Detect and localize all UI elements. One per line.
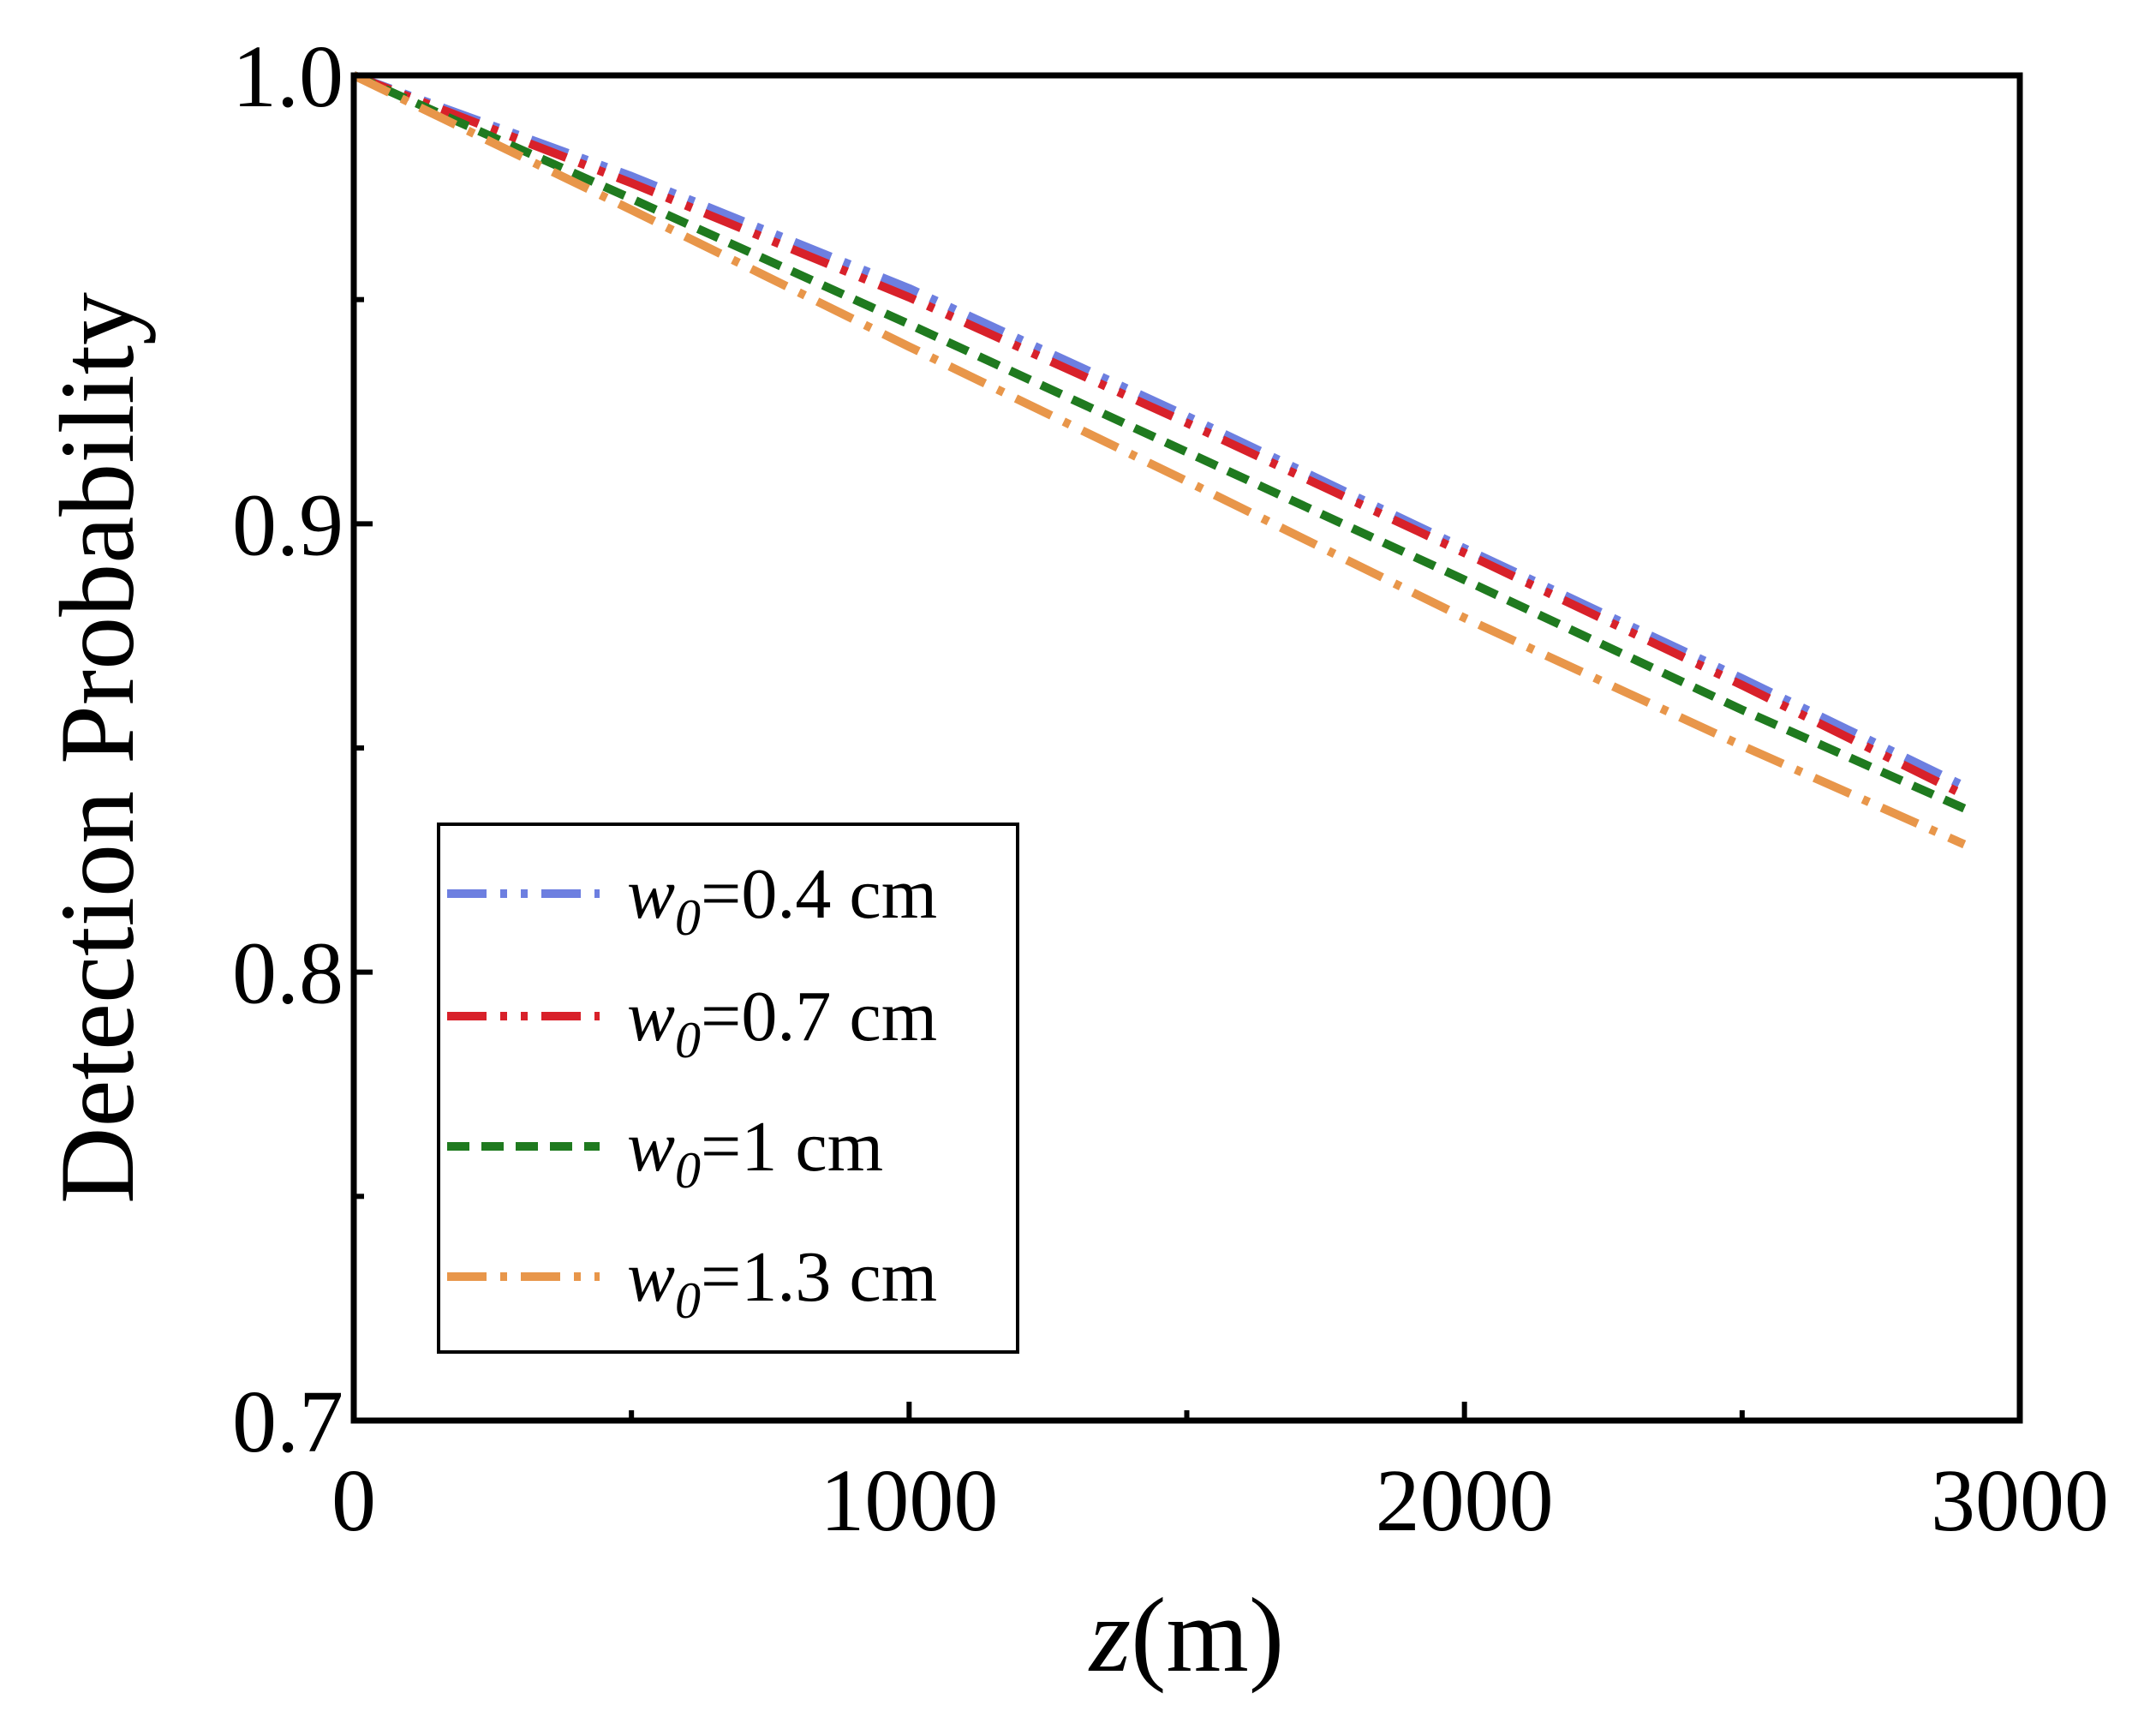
x-axis-title: z(m) [1088, 1576, 1284, 1694]
legend-label-2: w0=0.7 cm [627, 977, 937, 1068]
x-tick-label-0: 0 [331, 1451, 376, 1550]
series-line-3 [351, 71, 1967, 813]
y-axis-title: Detection Probability [39, 292, 156, 1204]
legend-box [437, 823, 1019, 1354]
y-tick-label-0: 0.7 [232, 1373, 343, 1471]
x-tick-label-2: 2000 [1376, 1451, 1554, 1550]
x-axis-var: z [1088, 1576, 1131, 1694]
x-axis-unit: (m) [1131, 1576, 1284, 1694]
x-tick-label-1: 1000 [820, 1451, 998, 1550]
legend-label-value: =0.7 cm [701, 977, 937, 1056]
legend-label-var: w [627, 854, 675, 934]
legend-label-subscript: 0 [675, 1272, 701, 1329]
legend-label-subscript: 0 [675, 1142, 701, 1199]
legend-label-var: w [627, 1237, 675, 1317]
labels-layer: 0 1000 2000 3000 0.7 0.8 0.9 1.0 z(m) Detection P… [39, 27, 2109, 1694]
legend-label-value: =1.3 cm [701, 1237, 937, 1317]
legend-label-1: w0=0.4 cm [627, 854, 937, 946]
legend-label-subscript: 0 [675, 889, 701, 946]
series-line-1 [352, 71, 1967, 791]
legend-label-value: =1 cm [701, 1107, 883, 1187]
legend-label-value: =0.4 cm [701, 854, 937, 934]
series-line-4 [351, 71, 1967, 849]
legend-label-4: w0=1.3 cm [627, 1237, 937, 1329]
series-line-2 [352, 71, 1967, 799]
legend-label-subscript: 0 [675, 1012, 701, 1068]
y-tick-label-1: 0.8 [232, 924, 343, 1023]
x-tick-label-3: 3000 [1931, 1451, 2109, 1550]
legend-label-3: w0=1 cm [627, 1107, 883, 1199]
series-layer [351, 71, 1967, 849]
legend-label-var: w [627, 1107, 675, 1187]
ticks-layer [351, 73, 2022, 1423]
y-tick-label-3: 1.0 [232, 27, 343, 126]
legend-label-var: w [627, 977, 675, 1056]
y-tick-label-2: 0.9 [232, 476, 343, 574]
